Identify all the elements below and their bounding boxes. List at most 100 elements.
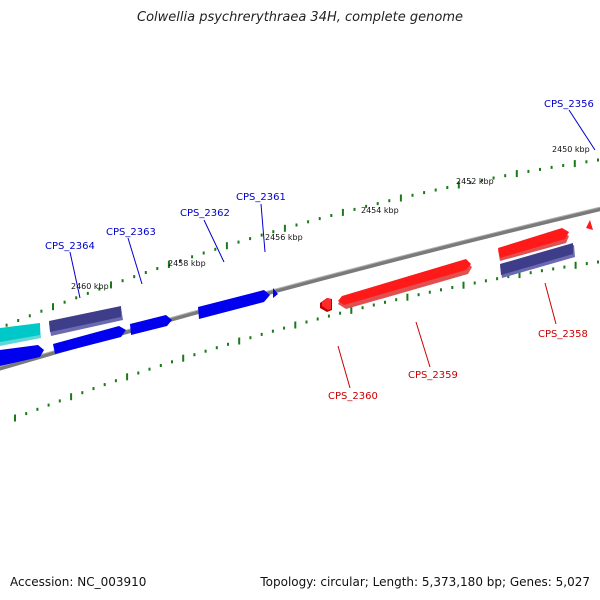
gene-label-CPS_2359[interactable]: CPS_2359 <box>408 370 458 381</box>
minor-tick <box>353 207 356 211</box>
minor-tick <box>585 160 588 164</box>
minor-tick <box>473 281 476 285</box>
kbp-label-2450: 2450 kbp <box>552 145 590 154</box>
minor-tick <box>411 193 414 197</box>
gene-CPS_2359[interactable] <box>338 259 472 309</box>
minor-tick <box>365 204 368 208</box>
gene-label-CPS_2364[interactable]: CPS_2364 <box>45 241 95 252</box>
minor-tick <box>36 407 39 411</box>
gene-CPS_2364[interactable] <box>49 306 123 336</box>
minor-tick <box>307 220 310 224</box>
minor-tick <box>81 391 84 395</box>
gene-CPS_2358[interactable] <box>498 228 569 261</box>
minor-tick <box>484 279 487 283</box>
minor-tick <box>171 360 173 364</box>
gene-blue-lower[interactable] <box>53 326 126 354</box>
minor-tick <box>28 314 31 318</box>
minor-tick <box>295 223 298 227</box>
outer-tick-track <box>5 158 599 327</box>
gene-CPS_2357-fragment[interactable] <box>586 220 593 230</box>
minor-tick <box>47 403 50 407</box>
gene-CPS_2362[interactable] <box>198 290 270 319</box>
minor-tick <box>388 199 391 203</box>
minor-tick <box>98 287 101 291</box>
minor-tick <box>376 202 379 206</box>
minor-tick <box>504 174 507 178</box>
minor-tick <box>92 387 95 391</box>
minor-tick <box>562 164 565 167</box>
gene-CPS_2361[interactable] <box>273 288 278 298</box>
minor-tick <box>202 251 205 255</box>
minor-tick <box>193 353 196 357</box>
minor-tick <box>417 293 420 297</box>
gene-label-CPS_2358[interactable]: CPS_2358 <box>538 329 588 340</box>
gene-label-CPS_2356[interactable]: CPS_2356 <box>544 99 594 110</box>
major-tick <box>238 337 241 345</box>
major-tick <box>294 321 297 329</box>
minor-tick <box>159 364 162 367</box>
major-tick <box>126 373 129 381</box>
gene-CPS_2363[interactable] <box>130 315 172 335</box>
minor-tick <box>214 247 217 251</box>
minor-tick <box>440 288 442 292</box>
minor-tick <box>133 275 136 279</box>
gene-label-CPS_2362[interactable]: CPS_2362 <box>180 208 230 219</box>
major-tick <box>52 303 54 311</box>
minor-tick <box>552 267 555 271</box>
minor-tick <box>395 298 398 302</box>
minor-tick <box>428 290 431 294</box>
minor-tick <box>372 303 375 307</box>
minor-tick <box>204 349 207 353</box>
minor-tick <box>585 262 588 266</box>
minor-tick <box>237 240 240 244</box>
gene-label-CPS_2363[interactable]: CPS_2363 <box>106 227 156 238</box>
minor-tick <box>260 233 263 237</box>
minor-tick <box>227 342 229 346</box>
gene-label-CPS_2360[interactable]: CPS_2360 <box>328 391 378 402</box>
major-tick <box>350 306 353 314</box>
minor-tick <box>40 309 43 313</box>
gene-CPS_2360[interactable] <box>320 298 332 312</box>
major-tick <box>462 281 465 289</box>
minor-tick <box>215 346 218 350</box>
leader-lines-forward <box>337 282 557 389</box>
kbp-label-2460: 2460 kbp <box>71 282 109 291</box>
major-tick <box>341 208 344 216</box>
minor-tick <box>318 217 321 221</box>
minor-tick <box>25 412 28 416</box>
minor-tick <box>191 255 194 259</box>
minor-tick <box>327 314 330 318</box>
kbp-label-2458: 2458 kbp <box>168 259 206 268</box>
kbp-label-2456: 2456 kbp <box>265 233 303 242</box>
major-tick <box>406 293 409 301</box>
gene-cyan-left[interactable] <box>0 323 41 346</box>
major-tick <box>399 194 402 202</box>
gene-dark-right[interactable] <box>500 243 575 278</box>
gene-blue-left[interactable] <box>0 345 44 366</box>
kbp-label-2454: 2454 kbp <box>361 206 399 215</box>
minor-tick <box>144 271 147 274</box>
minor-tick <box>446 186 449 189</box>
accession-text: Accession: NC_003910 <box>10 575 147 589</box>
minor-tick <box>469 181 472 185</box>
minor-tick <box>597 158 599 162</box>
minor-tick <box>492 176 495 180</box>
leader-lines-reverse <box>69 109 596 299</box>
major-tick <box>225 242 228 250</box>
minor-tick <box>550 165 553 169</box>
major-tick <box>515 170 518 178</box>
minor-tick <box>63 300 66 304</box>
minor-tick <box>121 279 124 283</box>
inner-tick-track <box>14 260 599 422</box>
major-tick <box>14 414 16 422</box>
minor-tick <box>330 214 333 217</box>
minor-tick <box>481 178 483 182</box>
minor-tick <box>58 399 61 403</box>
major-tick <box>70 393 73 401</box>
minor-tick <box>384 300 386 304</box>
minor-tick <box>305 320 308 324</box>
major-tick <box>110 281 112 289</box>
minor-tick <box>496 277 499 281</box>
minor-tick <box>434 188 437 192</box>
gene-label-CPS_2361[interactable]: CPS_2361 <box>236 192 286 203</box>
